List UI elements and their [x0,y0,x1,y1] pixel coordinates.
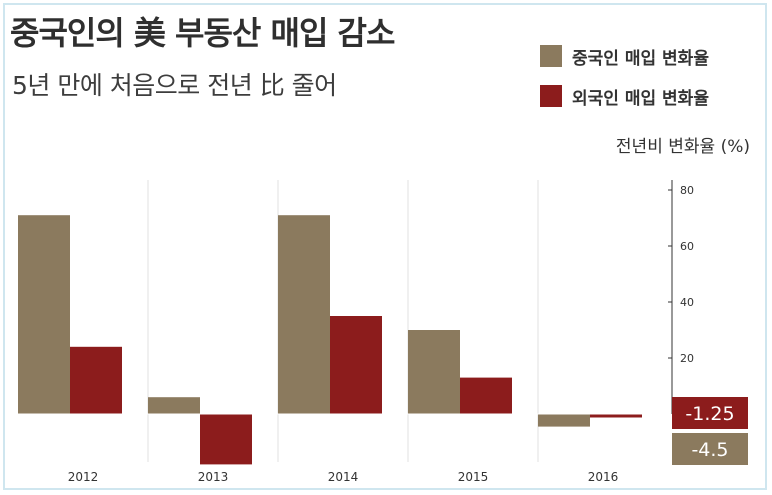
bar-chinese-2014 [278,215,330,414]
callout-value-chinese: -4.5 [691,439,728,461]
legend-swatch-foreign [540,85,562,107]
bar-chinese-2015 [408,330,460,414]
bar-foreign-2016 [590,414,642,418]
chart-subtitle: 5년 만에 처음으로 전년 比 줄어 [12,71,337,100]
legend-label-chinese: 중국인 매입 변화율 [572,48,709,69]
y-tick-label-20: 20 [680,352,694,365]
x-tick-label-2014: 2014 [328,470,359,484]
x-tick-label-2013: 2013 [198,470,229,484]
chart-title: 중국인의 美 부동산 매입 감소 [10,14,395,52]
legend-label-foreign: 외국인 매입 변화율 [572,88,709,109]
legend-swatch-chinese [540,45,562,67]
callout-box-chinese [672,433,748,465]
x-tick-label-2012: 2012 [68,470,99,484]
x-tick-label-2015: 2015 [458,470,489,484]
legend-item-chinese: 중국인 매입 변화율 [540,36,709,76]
legend: 중국인 매입 변화율 외국인 매입 변화율 [540,36,709,116]
callout-value-foreign: -1.25 [685,403,734,425]
x-tick-label-2016: 2016 [588,470,619,484]
bar-chinese-2012 [18,215,70,414]
bar-foreign-2014 [330,316,382,414]
bar-chinese-2016 [538,414,590,427]
chart-frame [3,3,767,490]
bar-foreign-2012 [70,346,122,414]
y-tick-label-60: 60 [680,240,694,253]
bar-chinese-2013 [148,397,200,414]
y-tick-label-40: 40 [680,296,694,309]
legend-item-foreign: 외국인 매입 변화율 [540,76,709,116]
y-axis-label: 전년비 변화율 (%) [615,137,750,157]
callout-box-foreign [672,397,748,429]
bar-foreign-2015 [460,377,512,414]
y-tick-label-80: 80 [680,184,694,197]
bar-foreign-2013 [200,414,252,465]
